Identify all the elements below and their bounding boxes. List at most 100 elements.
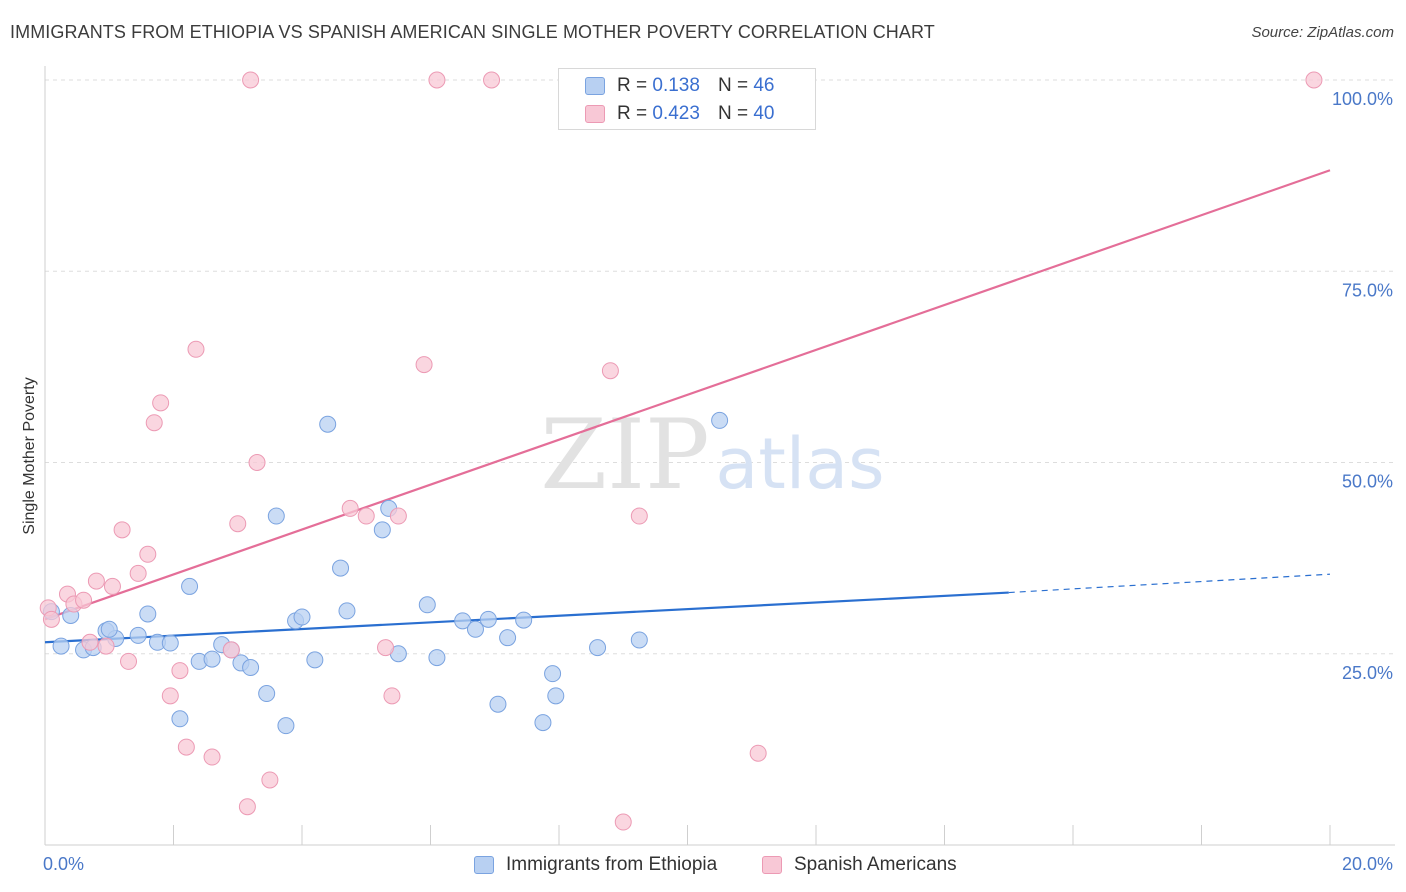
source-credit: Source: ZipAtlas.com	[1251, 24, 1394, 41]
point-ethiopia	[181, 577, 199, 595]
point-ethiopia	[373, 521, 391, 539]
point-spanish	[177, 738, 195, 756]
point-spanish	[222, 641, 240, 659]
point-spanish	[152, 394, 170, 412]
point-spanish	[630, 507, 648, 525]
legend-r-value: 0.423	[652, 103, 700, 124]
legend-n-label: N =	[717, 103, 749, 124]
grid-lines	[45, 79, 1395, 655]
watermark: ZIP atlas	[540, 399, 884, 511]
point-spanish	[428, 71, 446, 89]
point-spanish	[75, 591, 93, 609]
point-spanish	[229, 515, 247, 533]
point-ethiopia	[589, 639, 607, 657]
point-ethiopia	[711, 411, 729, 429]
tick-labels: 25.0% 50.0% 75.0% 100.0% 0.0% 20.0%	[43, 89, 1393, 874]
bottom-legend-ethiopia: Immigrants from Ethiopia	[474, 852, 717, 878]
point-ethiopia	[499, 629, 517, 647]
point-ethiopia	[338, 602, 356, 620]
point-ethiopia	[544, 665, 562, 683]
legend-row-spanish: R = 0.423 N = 40	[585, 101, 774, 127]
legend-row-ethiopia: R = 0.138 N = 46	[585, 73, 774, 99]
point-ethiopia	[100, 620, 118, 638]
point-ethiopia	[479, 610, 497, 628]
point-spanish	[242, 71, 260, 89]
point-ethiopia	[489, 695, 507, 713]
point-spanish	[261, 771, 279, 789]
point-spanish	[1305, 71, 1323, 89]
point-spanish	[97, 637, 115, 655]
point-spanish	[103, 577, 121, 595]
point-ethiopia	[466, 620, 484, 638]
point-spanish	[139, 545, 157, 563]
point-spanish	[145, 414, 163, 432]
point-ethiopia	[129, 626, 147, 644]
trend-extension-ethiopia	[1008, 573, 1331, 594]
point-spanish	[203, 748, 221, 766]
point-ethiopia	[319, 415, 337, 433]
point-spanish	[601, 362, 619, 380]
point-spanish	[341, 499, 359, 517]
legend-label-ethiopia: Immigrants from Ethiopia	[506, 854, 718, 875]
correlation-legend: R = 0.138 N = 46 R = 0.423 N = 40	[558, 68, 816, 130]
point-spanish	[161, 687, 179, 705]
legend-swatch-blue	[474, 856, 494, 874]
point-spanish	[248, 454, 266, 471]
point-ethiopia	[203, 650, 221, 668]
point-ethiopia	[171, 710, 189, 728]
point-ethiopia	[267, 507, 285, 525]
point-ethiopia	[534, 714, 552, 732]
point-spanish	[42, 610, 60, 628]
point-ethiopia	[139, 605, 157, 623]
axes	[44, 66, 1395, 846]
point-spanish	[238, 798, 256, 816]
legend-r-label: R =	[617, 75, 648, 96]
bottom-legend-spanish: Spanish Americans	[762, 852, 957, 878]
point-spanish	[614, 813, 632, 831]
legend-swatch-blue	[585, 77, 605, 95]
point-ethiopia	[161, 634, 179, 652]
watermark-atlas: atlas	[715, 423, 884, 505]
legend-swatch-pink	[585, 105, 605, 123]
trend-line-spanish	[44, 169, 1331, 621]
point-ethiopia	[52, 637, 70, 655]
legend-r-value: 0.138	[652, 75, 700, 96]
x-tick-label-min: 0.0%	[43, 854, 84, 874]
point-spanish	[415, 356, 433, 374]
legend-r-label: R =	[617, 103, 648, 124]
point-ethiopia	[293, 608, 311, 626]
point-ethiopia	[418, 596, 436, 614]
point-spanish	[81, 633, 99, 651]
point-ethiopia	[547, 687, 565, 705]
chart-title: IMMIGRANTS FROM ETHIOPIA VS SPANISH AMER…	[10, 22, 935, 42]
legend-n-label: N =	[717, 75, 749, 96]
point-ethiopia	[306, 651, 324, 669]
point-spanish	[383, 687, 401, 705]
legend-n-value: 40	[753, 103, 775, 124]
point-spanish	[129, 564, 147, 582]
point-spanish	[171, 662, 189, 680]
point-ethiopia	[515, 611, 533, 629]
y-axis-label: Single Mother Poverty	[21, 377, 38, 534]
point-ethiopia	[242, 659, 260, 677]
point-ethiopia	[630, 631, 648, 649]
y-tick-label: 100.0%	[1332, 89, 1393, 109]
x-tick-label-max: 20.0%	[1342, 854, 1393, 874]
y-tick-label: 75.0%	[1342, 280, 1393, 300]
point-spanish	[87, 572, 105, 590]
point-ethiopia	[332, 559, 350, 577]
legend-swatch-pink	[762, 856, 782, 874]
point-ethiopia	[454, 612, 472, 630]
point-spanish	[749, 744, 767, 762]
point-spanish	[483, 71, 501, 89]
point-spanish	[377, 639, 395, 657]
y-tick-label: 50.0%	[1342, 472, 1393, 492]
point-spanish	[389, 507, 407, 525]
point-spanish	[187, 340, 205, 358]
point-spanish	[120, 652, 138, 670]
point-spanish	[113, 521, 131, 539]
legend-n-value: 46	[753, 75, 775, 96]
y-tick-label: 25.0%	[1342, 663, 1393, 683]
point-spanish	[357, 507, 375, 525]
